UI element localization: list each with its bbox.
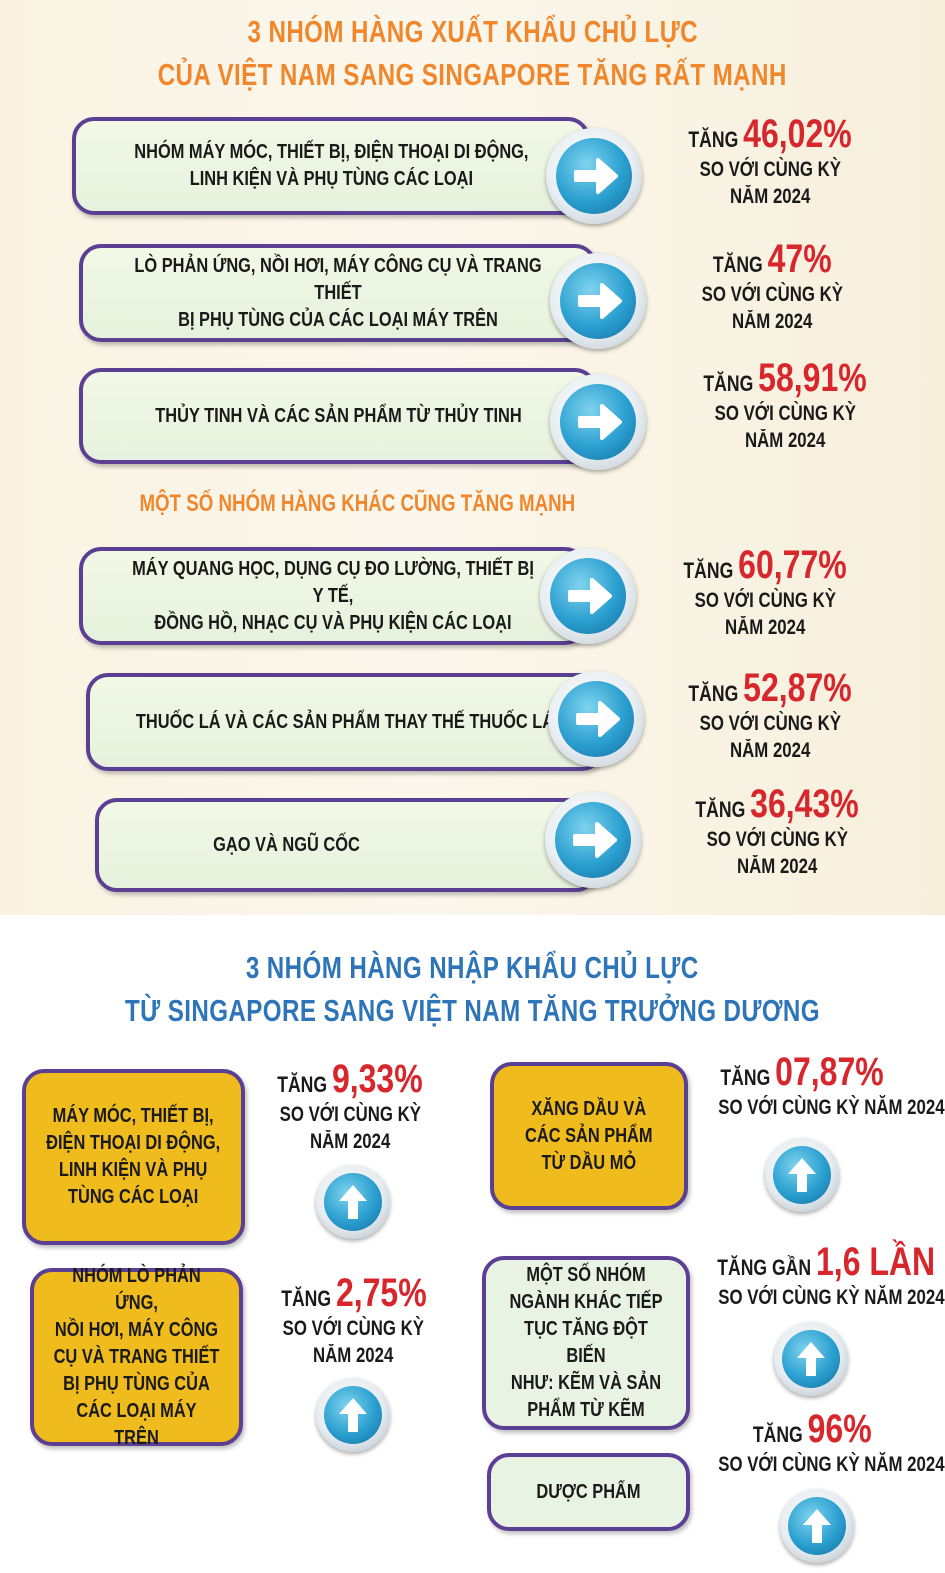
import-item-stat: TĂNG 9,33% SO VỚI CÙNG KỲ NĂM 2024 — [277, 1057, 423, 1153]
export-item-stat: TĂNG 47% SO VỚI CÙNG KỲ NĂM 2024 — [701, 237, 843, 333]
export-item-label-box: GẠO VÀ NGŨ CỐC — [95, 798, 598, 892]
import-item-stat: TĂNG GẦN 1,6 LẦN SO VỚI CÙNG KỲ NĂM 2024 — [717, 1240, 945, 1309]
right-arrow-icon — [545, 792, 641, 888]
right-arrow-icon — [540, 548, 636, 644]
import-item-stat: TĂNG 07,87% SO VỚI CÙNG KỲ NĂM 2024 — [718, 1050, 945, 1119]
right-arrow-icon — [550, 374, 646, 470]
export-item-stat: TĂNG 52,87% SO VỚI CÙNG KỲ NĂM 2024 — [688, 666, 852, 762]
right-arrow-icon — [550, 253, 646, 349]
export-title-line2: CỦA VIỆT NAM SANG SINGAPORE TĂNG RẤT MẠN… — [157, 57, 787, 92]
up-arrow-icon — [780, 1489, 854, 1563]
export-item-stat: TĂNG 58,91% SO VỚI CÙNG KỲ NĂM 2024 — [703, 356, 867, 452]
export-title-line1: 3 NHÓM HÀNG XUẤT KHẨU CHỦ LỰC — [247, 14, 698, 49]
import-item-label-box: DƯỢC PHẨM — [487, 1453, 690, 1531]
export-item-stat: TĂNG 60,77% SO VỚI CÙNG KỲ NĂM 2024 — [683, 543, 847, 639]
import-item-label-box: MỘT SỐ NHÓM NGÀNH KHÁC TIẾP TỤC TĂNG ĐỘT … — [482, 1256, 690, 1430]
export-item-label-box: NHÓM MÁY MÓC, THIẾT BỊ, ĐIỆN THOẠI DI ĐỘ… — [72, 117, 590, 215]
up-arrow-icon — [316, 1165, 390, 1239]
import-title-line1: 3 NHÓM HÀNG NHẬP KHẨU CHỦ LỰC — [246, 950, 699, 985]
export-item-label-box: THỦY TINH VÀ CÁC SẢN PHẨM TỪ THỦY TINH — [79, 368, 597, 464]
export-item-label-box: LÒ PHẢN ỨNG, NỒI HƠI, MÁY CÔNG CỤ VÀ TRA… — [79, 244, 597, 342]
up-arrow-icon — [774, 1322, 848, 1396]
import-title-line2: TỪ SINGAPORE SANG VIỆT NAM TĂNG TRƯỞNG D… — [125, 993, 820, 1028]
right-arrow-icon — [546, 128, 642, 224]
up-arrow-icon — [765, 1138, 839, 1212]
export-subtitle: MỘT SỐ NHÓM HÀNG KHÁC CŨNG TĂNG MẠNH — [139, 490, 576, 517]
up-arrow-icon — [316, 1378, 390, 1452]
import-item-stat: TĂNG 2,75% SO VỚI CÙNG KỲ NĂM 2024 — [281, 1271, 427, 1367]
export-item-label-box: MÁY QUANG HỌC, DỤNG CỤ ĐO LƯỜNG, THIẾT B… — [79, 547, 587, 645]
import-item-label-box: XĂNG DẦU VÀ CÁC SẢN PHẨM TỪ DẦU MỎ — [490, 1062, 688, 1210]
import-item-label-box: NHÓM LÒ PHẢN ỨNG, NỒI HƠI, MÁY CÔNG CỤ VÀ… — [30, 1265, 243, 1449]
import-item-stat: TĂNG 96% SO VỚI CÙNG KỲ NĂM 2024 — [718, 1407, 945, 1476]
import-item-label-box: MÁY MÓC, THIẾT BỊ, ĐIỆN THOẠI DI ĐỘNG, LI… — [22, 1069, 245, 1245]
export-item-label-box: THUỐC LÁ VÀ CÁC SẢN PHẨM THAY THẾ THUỐC … — [86, 673, 604, 771]
right-arrow-icon — [548, 671, 644, 767]
export-item-stat: TĂNG 36,43% SO VỚI CÙNG KỲ NĂM 2024 — [695, 782, 859, 878]
export-item-stat: TĂNG 46,02% SO VỚI CÙNG KỲ NĂM 2024 — [688, 112, 852, 208]
